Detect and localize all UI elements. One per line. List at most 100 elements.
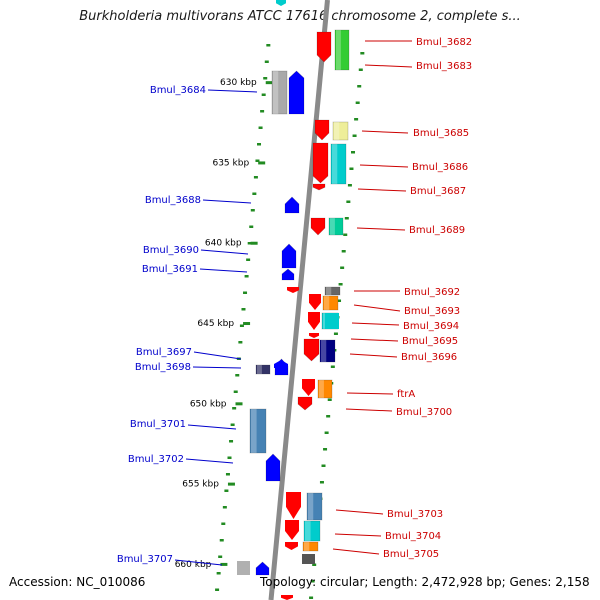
guide-dot bbox=[324, 431, 329, 434]
gene-bmul-3700 bbox=[297, 396, 313, 411]
gene-label-bmul-3691: Bmul_3691 bbox=[142, 264, 248, 275]
gene-label-bmul-3689: Bmul_3689 bbox=[356, 225, 465, 236]
accession-text: Accession: NC_010086 bbox=[9, 575, 146, 589]
guide-dot bbox=[230, 423, 235, 426]
leader-line bbox=[353, 304, 401, 312]
gene-label-bmul-3701: Bmul_3701 bbox=[130, 419, 237, 430]
gene-label-bmul-3705: Bmul_3705 bbox=[332, 548, 439, 560]
gene-name-text: ftrA bbox=[397, 389, 415, 400]
gene-label-bmul-3698: Bmul_3698 bbox=[135, 362, 242, 373]
guide-dot bbox=[229, 440, 234, 443]
guide-dot bbox=[321, 464, 326, 467]
gene-bmul-3693 bbox=[322, 295, 339, 311]
gene-label-bmul-3692: Bmul_3692 bbox=[354, 287, 460, 298]
guide-dot bbox=[358, 68, 363, 71]
gene-bmul-3691 bbox=[281, 268, 295, 281]
gene-fragment bbox=[309, 333, 319, 338]
guide-dot bbox=[249, 225, 254, 228]
leader-line bbox=[192, 366, 242, 369]
gene-bmul-3685 bbox=[314, 119, 330, 141]
gene-bmul-3690 bbox=[281, 243, 297, 269]
gene-name-text: Bmul_3684 bbox=[150, 85, 206, 96]
gene-label-bmul-3703: Bmul_3703 bbox=[335, 509, 443, 520]
tick-mark bbox=[258, 161, 266, 165]
gene-fragment bbox=[237, 561, 250, 575]
tick-label: 655 kbp bbox=[182, 480, 219, 490]
leader-line bbox=[351, 322, 400, 326]
leader-line bbox=[346, 392, 394, 395]
gene-bmul-3692 bbox=[324, 286, 341, 296]
guide-dot bbox=[310, 580, 315, 583]
guide-dot bbox=[347, 184, 352, 187]
gene-label-bmul-3684: Bmul_3684 bbox=[150, 85, 258, 96]
gene-label-bmul-3696: Bmul_3696 bbox=[349, 352, 457, 363]
guide-dot bbox=[323, 448, 328, 451]
tick-label: 660 kbp bbox=[175, 560, 212, 570]
gene-bmul-3686 bbox=[312, 142, 329, 184]
guide-dot bbox=[238, 341, 243, 344]
guide-dot bbox=[235, 374, 240, 377]
guide-dot bbox=[219, 539, 224, 542]
tick-label: 630 kbp bbox=[220, 78, 257, 88]
gene-name-text: Bmul_3685 bbox=[413, 128, 469, 139]
guide-dot bbox=[255, 159, 260, 162]
guide-dot bbox=[232, 407, 237, 410]
gene-name-text: Bmul_3696 bbox=[401, 352, 457, 363]
axis-layer bbox=[268, 0, 330, 600]
gene-name-text: Bmul_3697 bbox=[136, 347, 192, 358]
gene-name-text: Bmul_3695 bbox=[402, 336, 458, 347]
gene-fragment bbox=[274, 360, 288, 368]
gene-bmul-3695 bbox=[303, 338, 320, 362]
guide-dot bbox=[215, 588, 220, 591]
gene-label-bmul-3693: Bmul_3693 bbox=[353, 304, 460, 317]
guide-dot bbox=[351, 151, 356, 154]
gene-bmul-3696 bbox=[319, 339, 336, 363]
gene-bmul-3682 bbox=[316, 31, 332, 63]
gene-bmul-3702 bbox=[265, 453, 281, 482]
gene-name-text: Bmul_3686 bbox=[412, 162, 468, 173]
gene-name-text: Bmul_3702 bbox=[128, 454, 184, 465]
guide-dot bbox=[354, 118, 359, 121]
gene-fragment bbox=[309, 294, 321, 310]
guide-dot bbox=[257, 143, 262, 146]
guide-dot bbox=[244, 275, 249, 278]
gene-label-bmul-3686: Bmul_3686 bbox=[359, 162, 468, 173]
gene-fragment bbox=[302, 379, 315, 396]
gene-bmul-3688 bbox=[284, 196, 300, 214]
gene-fragment bbox=[285, 542, 298, 550]
gene-bmul-3687 bbox=[312, 183, 326, 191]
leader-line bbox=[361, 130, 409, 134]
gene-name-text: Bmul_3694 bbox=[403, 321, 459, 332]
tick-mark bbox=[250, 241, 258, 245]
guide-dot bbox=[261, 93, 266, 96]
gene-label-bmul-3695: Bmul_3695 bbox=[350, 336, 458, 347]
guide-dot bbox=[253, 176, 258, 179]
guide-dot bbox=[340, 266, 345, 269]
guide-dot bbox=[346, 200, 351, 203]
gene-fragment bbox=[325, 313, 339, 329]
gene-name-text: Bmul_3701 bbox=[130, 419, 186, 430]
gene-label-bmul-3707: Bmul_3707 bbox=[117, 554, 223, 566]
tick-layer: 630 kbp 635 kbp 640 kbp 645 kbp 650 kbp 655 k… bbox=[175, 44, 365, 599]
label-layer: Bmul_3682 Bmul_3683 Bmul_3684 Bmul_3685 Bmul… bbox=[117, 37, 472, 566]
gene-name-text: Bmul_3687 bbox=[410, 186, 466, 197]
leader-line bbox=[364, 64, 413, 68]
gene-name-text: Bmul_3691 bbox=[142, 264, 198, 275]
gene-label-bmul-3690: Bmul_3690 bbox=[143, 245, 249, 256]
gene-ftra bbox=[317, 379, 333, 399]
leader-line bbox=[199, 268, 248, 273]
guide-dot bbox=[216, 572, 221, 575]
gene-label-bmul-3702: Bmul_3702 bbox=[128, 454, 234, 465]
guide-dot bbox=[343, 233, 348, 236]
guide-dot bbox=[264, 60, 269, 63]
tick-mark bbox=[265, 81, 273, 85]
guide-dot bbox=[263, 77, 268, 80]
gene-label-bmul-3682: Bmul_3682 bbox=[365, 37, 472, 48]
guide-dot bbox=[266, 44, 271, 47]
gene-label-ftra: ftrA bbox=[346, 389, 415, 400]
guide-dot bbox=[309, 596, 314, 599]
leader-line bbox=[193, 351, 242, 360]
guide-dot bbox=[243, 291, 248, 294]
guide-dot bbox=[239, 324, 244, 327]
